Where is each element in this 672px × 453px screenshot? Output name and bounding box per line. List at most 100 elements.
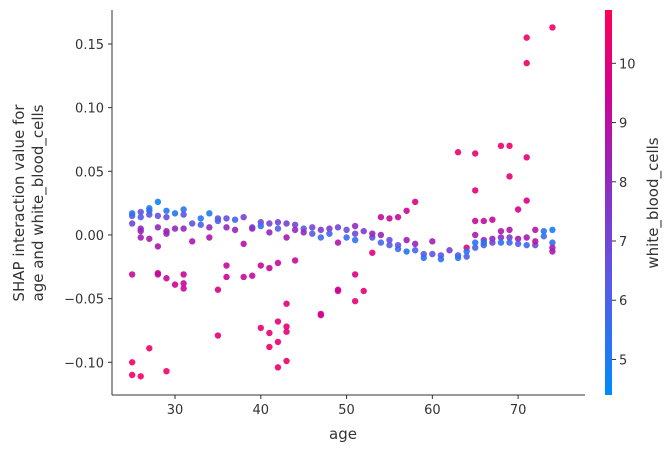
data-point bbox=[472, 239, 479, 246]
data-point bbox=[223, 224, 230, 231]
data-point bbox=[180, 225, 187, 232]
data-point bbox=[403, 248, 410, 255]
data-point bbox=[214, 286, 222, 293]
data-point bbox=[274, 259, 282, 267]
data-point bbox=[489, 216, 496, 223]
data-point bbox=[291, 221, 299, 228]
data-point bbox=[386, 215, 393, 222]
data-point bbox=[523, 234, 530, 241]
data-point bbox=[146, 235, 153, 242]
data-point bbox=[128, 271, 136, 278]
colorbar bbox=[605, 10, 612, 395]
data-point bbox=[223, 262, 230, 269]
data-point bbox=[197, 221, 204, 228]
colorbar-tick-label: 7 bbox=[619, 235, 627, 250]
data-point bbox=[154, 212, 162, 220]
data-point bbox=[291, 257, 299, 264]
data-point bbox=[180, 280, 187, 287]
data-point bbox=[523, 154, 530, 161]
data-point bbox=[223, 215, 230, 222]
y-tick-label: 0.10 bbox=[75, 102, 104, 117]
data-point bbox=[334, 239, 342, 246]
data-point bbox=[480, 239, 487, 246]
data-point bbox=[326, 225, 333, 232]
colorbar-tick-label: 9 bbox=[619, 117, 627, 132]
data-point bbox=[206, 210, 213, 217]
x-axis-label: age bbox=[329, 425, 357, 443]
data-point bbox=[240, 240, 247, 248]
y-axis-label-line2: age and white_blood_cells bbox=[29, 104, 48, 301]
data-point bbox=[446, 247, 453, 254]
data-point bbox=[523, 197, 530, 204]
data-point bbox=[300, 229, 307, 236]
data-point bbox=[497, 239, 505, 246]
data-point bbox=[154, 224, 162, 231]
data-point bbox=[137, 373, 144, 380]
data-point bbox=[128, 212, 136, 220]
data-point bbox=[411, 240, 419, 248]
data-point bbox=[240, 273, 247, 281]
data-point bbox=[472, 150, 479, 157]
data-point bbox=[472, 231, 479, 239]
y-tick-label: 0.05 bbox=[75, 165, 104, 180]
x-tick-label: 50 bbox=[338, 403, 355, 418]
data-point bbox=[532, 226, 539, 234]
x-tick-label: 70 bbox=[510, 403, 527, 418]
y-tick-label: −0.05 bbox=[64, 293, 104, 308]
data-point bbox=[454, 149, 462, 156]
data-point bbox=[128, 371, 136, 379]
data-point bbox=[257, 262, 265, 269]
data-point bbox=[377, 213, 385, 221]
data-point bbox=[343, 226, 350, 234]
data-point bbox=[154, 198, 162, 206]
data-point bbox=[514, 240, 522, 248]
data-point bbox=[317, 226, 325, 234]
x-tick-label: 30 bbox=[167, 403, 184, 418]
data-point bbox=[223, 273, 230, 281]
data-point bbox=[480, 217, 487, 225]
data-point bbox=[137, 227, 144, 235]
data-point bbox=[506, 226, 513, 234]
data-point bbox=[274, 318, 282, 325]
data-point bbox=[171, 281, 179, 288]
data-point bbox=[274, 338, 282, 346]
data-point bbox=[146, 207, 153, 214]
data-point bbox=[523, 34, 530, 41]
data-point bbox=[334, 224, 342, 231]
y-tick-label: −0.10 bbox=[64, 356, 104, 371]
data-point bbox=[549, 24, 556, 31]
data-point bbox=[454, 254, 462, 262]
data-point bbox=[171, 210, 179, 217]
data-point bbox=[532, 238, 539, 245]
data-point bbox=[283, 328, 290, 335]
data-point bbox=[146, 345, 153, 352]
data-point bbox=[163, 213, 170, 221]
data-point bbox=[497, 227, 505, 235]
data-point bbox=[506, 234, 513, 241]
colorbar-tick-label: 5 bbox=[619, 353, 627, 368]
y-tick-label: 0.00 bbox=[75, 229, 104, 244]
data-point bbox=[128, 359, 136, 366]
data-point bbox=[274, 219, 282, 226]
data-point bbox=[214, 332, 222, 339]
data-point bbox=[180, 271, 187, 278]
y-tick-label: 0.15 bbox=[75, 38, 104, 53]
data-point bbox=[540, 227, 548, 235]
data-point bbox=[506, 142, 513, 150]
x-tick-label: 40 bbox=[253, 403, 270, 418]
data-point bbox=[549, 248, 556, 255]
data-point bbox=[291, 226, 299, 234]
data-point bbox=[429, 250, 436, 258]
data-point bbox=[309, 224, 316, 231]
data-point bbox=[206, 224, 213, 231]
data-point bbox=[188, 220, 196, 227]
data-point bbox=[180, 285, 187, 292]
data-point bbox=[266, 329, 273, 337]
data-point bbox=[429, 238, 436, 245]
data-point bbox=[326, 230, 333, 237]
data-point bbox=[240, 213, 247, 221]
data-point bbox=[351, 222, 359, 230]
data-point bbox=[351, 230, 359, 237]
data-point bbox=[283, 220, 290, 227]
data-point bbox=[463, 253, 470, 260]
